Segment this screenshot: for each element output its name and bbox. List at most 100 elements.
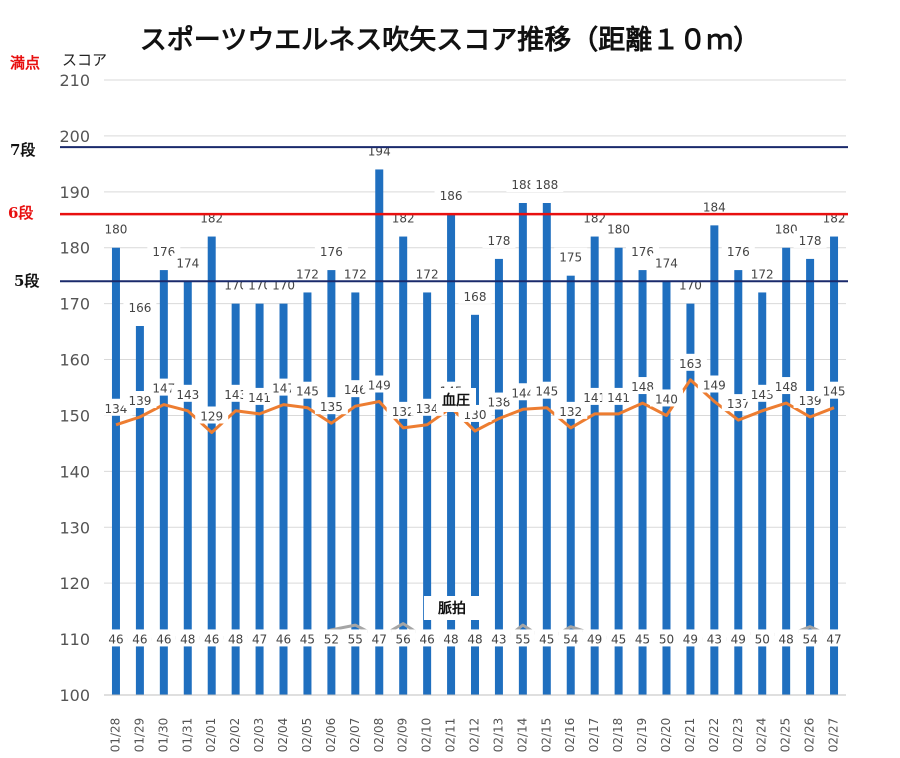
x-tick-label: 02/04 bbox=[276, 718, 290, 753]
pulse-data-label-bg bbox=[558, 629, 583, 647]
pulse-data-label-bg bbox=[463, 629, 487, 647]
y-tick-label: 200 bbox=[59, 127, 90, 146]
x-tick-label: 02/13 bbox=[491, 718, 505, 753]
score-data-label-bg bbox=[410, 264, 444, 282]
score-data-label: 174 bbox=[176, 256, 199, 270]
score-data-label-bg bbox=[290, 264, 324, 282]
pulse-data-label: 46 bbox=[276, 632, 291, 646]
pulse-data-label: 46 bbox=[156, 632, 171, 646]
x-tick-label: 02/23 bbox=[731, 718, 745, 753]
score-bar bbox=[566, 275, 575, 695]
score-bar bbox=[471, 314, 479, 695]
y-tick-label: 170 bbox=[59, 295, 90, 314]
score-data-label: 188 bbox=[511, 178, 534, 192]
pulse-data-label-bg bbox=[750, 629, 775, 647]
score-bar bbox=[351, 292, 360, 695]
x-tick-label: 02/08 bbox=[372, 718, 386, 753]
score-bar bbox=[806, 258, 815, 695]
bp-data-label-bg bbox=[530, 381, 564, 399]
x-tick-label: 02/09 bbox=[396, 718, 410, 753]
x-tick-label: 02/14 bbox=[515, 718, 529, 753]
score-data-label: 172 bbox=[296, 267, 319, 281]
score-data-label: 180 bbox=[105, 223, 128, 237]
score-bar bbox=[207, 236, 216, 695]
pulse-data-label-bg bbox=[534, 629, 559, 647]
score-data-label: 178 bbox=[487, 234, 510, 248]
x-tick-label: 02/20 bbox=[659, 718, 673, 753]
x-tick-label: 01/29 bbox=[132, 718, 146, 753]
bp-data-label: 149 bbox=[368, 379, 391, 393]
pulse-data-label: 50 bbox=[755, 632, 770, 646]
score-data-label: 172 bbox=[416, 267, 439, 281]
pulse-data-label-bg bbox=[798, 629, 823, 647]
pulse-data-label-bg bbox=[630, 629, 655, 647]
legend-bp: 血圧 bbox=[436, 388, 476, 412]
bp-data-label-bg bbox=[554, 401, 588, 419]
y-axis-unit-label: スコア bbox=[62, 51, 108, 69]
pulse-data-label: 47 bbox=[252, 632, 267, 646]
pulse-data-label: 55 bbox=[515, 632, 530, 646]
bp-data-label: 139 bbox=[128, 394, 151, 408]
pulse-data-label: 50 bbox=[659, 632, 674, 646]
bp-data-label: 147 bbox=[152, 382, 175, 396]
score-data-label-bg bbox=[745, 264, 779, 282]
score-bar bbox=[686, 303, 695, 695]
bp-data-label: 147 bbox=[272, 382, 295, 396]
score-data-label: 176 bbox=[631, 245, 654, 259]
y-tick-label: 110 bbox=[59, 630, 90, 649]
y-tick-label: 190 bbox=[59, 183, 90, 202]
score-data-label: 184 bbox=[703, 200, 726, 214]
bp-data-label: 143 bbox=[176, 388, 199, 402]
bp-data-label: 145 bbox=[823, 385, 846, 399]
pulse-data-label-bg bbox=[510, 629, 535, 647]
score-data-label: 176 bbox=[727, 245, 750, 259]
score-data-label-bg bbox=[458, 286, 492, 304]
pulse-data-label-bg bbox=[486, 629, 511, 647]
score-data-label-bg bbox=[793, 230, 827, 248]
score-data-label: 188 bbox=[535, 178, 558, 192]
pulse-data-label-bg bbox=[319, 629, 344, 647]
pulse-data-label-bg bbox=[127, 629, 152, 647]
x-tick-label: 01/28 bbox=[108, 718, 122, 753]
bp-data-label: 143 bbox=[224, 388, 247, 402]
bp-data-label: 132 bbox=[392, 405, 415, 419]
x-tick-label: 02/01 bbox=[204, 718, 218, 753]
pulse-data-label-bg bbox=[774, 629, 799, 647]
score-data-label-bg bbox=[314, 242, 348, 260]
pulse-data-label: 45 bbox=[300, 632, 315, 646]
x-tick-label: 02/06 bbox=[324, 718, 338, 753]
y-tick-label: 140 bbox=[59, 462, 90, 481]
score-bar bbox=[782, 247, 791, 695]
bp-data-label: 145 bbox=[535, 385, 558, 399]
pulse-data-label: 56 bbox=[396, 632, 411, 646]
bp-data-label: 148 bbox=[631, 380, 654, 394]
score-bar bbox=[255, 303, 264, 695]
score-bar bbox=[710, 225, 719, 695]
bp-line bbox=[115, 378, 835, 434]
pulse-data-label-bg bbox=[582, 629, 607, 647]
pulse-data-label: 49 bbox=[683, 632, 698, 646]
score-data-label-bg bbox=[338, 264, 372, 282]
score-data-label: 172 bbox=[751, 267, 774, 281]
score-bar bbox=[614, 247, 623, 695]
x-tick-label: 02/05 bbox=[300, 718, 314, 753]
score-data-label-bg bbox=[123, 298, 157, 315]
score-bar bbox=[159, 270, 168, 695]
score-data-label: 176 bbox=[320, 245, 343, 259]
pulse-data-label: 47 bbox=[826, 632, 841, 646]
score-bar bbox=[518, 203, 527, 695]
bp-data-label: 141 bbox=[248, 391, 271, 405]
pulse-data-label: 54 bbox=[563, 632, 578, 646]
x-tick-label: 02/10 bbox=[420, 718, 434, 753]
bp-data-label-bg bbox=[817, 381, 851, 399]
score-data-label-bg bbox=[649, 253, 683, 271]
chart-title: スポーツウエルネス吹矢スコア推移（距離１０ｍ） bbox=[139, 25, 761, 56]
pulse-data-label: 48 bbox=[779, 632, 794, 646]
x-tick-label: 02/25 bbox=[779, 718, 793, 753]
y-tick-label: 120 bbox=[59, 574, 90, 593]
bp-data-label: 144 bbox=[511, 386, 534, 400]
pulse-data-label-bg bbox=[415, 629, 440, 647]
bp-data-label-bg bbox=[314, 397, 348, 415]
score-bar bbox=[375, 169, 384, 696]
